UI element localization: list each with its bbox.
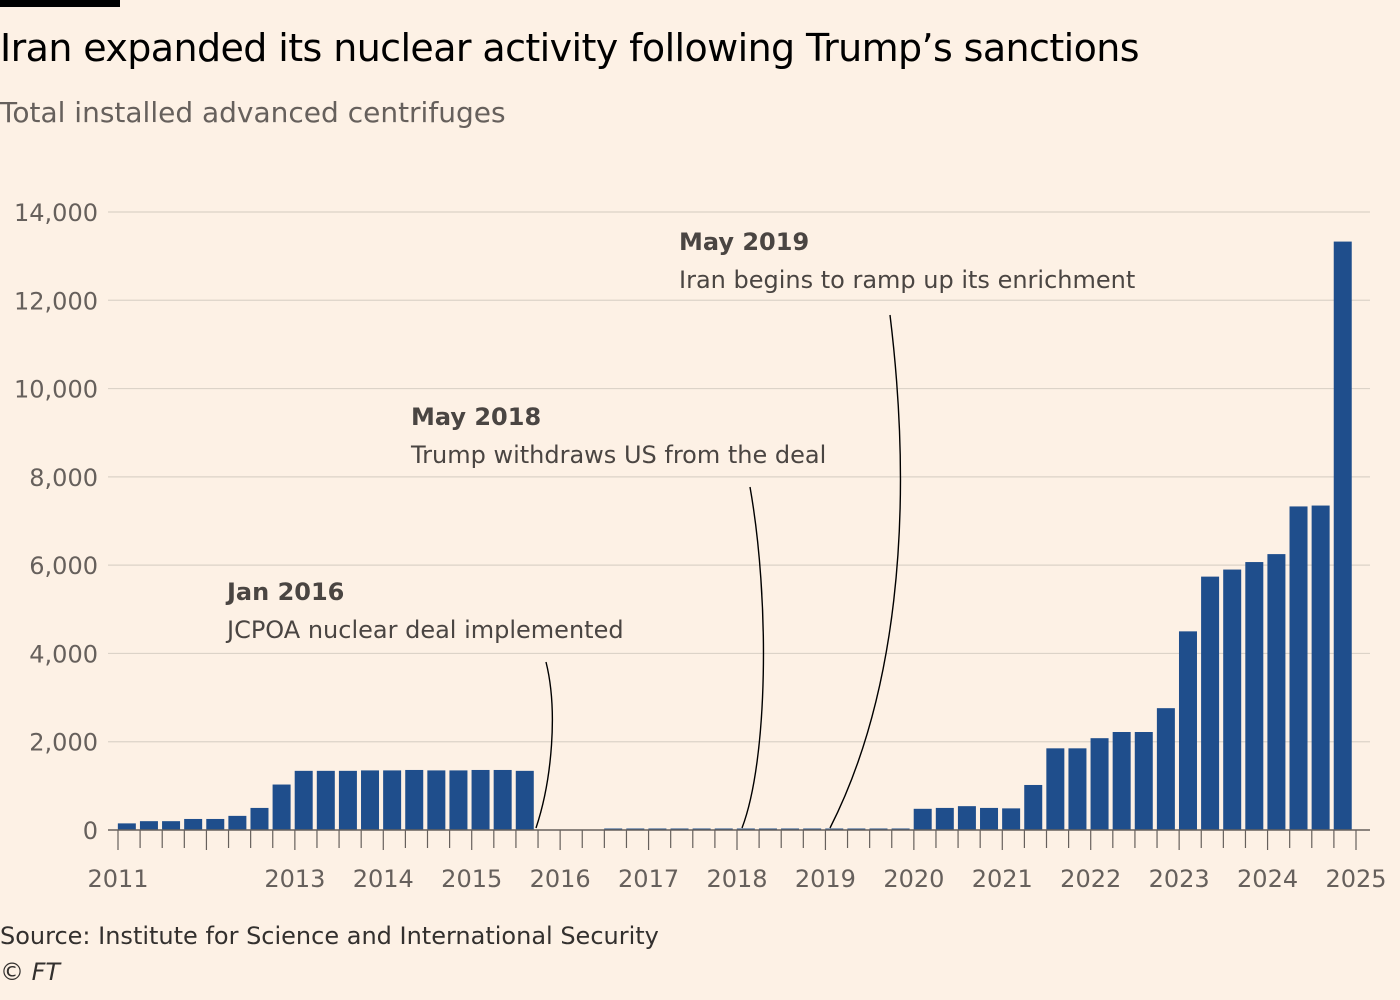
bar [228,815,247,830]
x-tick-label: 2023 [1149,865,1210,893]
bar [1112,732,1131,830]
annotation-leader-line [829,314,902,829]
x-tick-label: 2018 [706,865,767,893]
bar [1223,569,1242,830]
annotation-leader-line [741,486,765,829]
bar [383,770,402,830]
bar [184,818,203,830]
x-axis [108,829,1370,850]
bar [980,807,999,830]
y-tick-label: 2,000 [29,729,98,757]
y-axis-labels: 0 2,000 4,000 6,000 8,000 10,000 12,000 14,000 [14,199,98,845]
copyright-credit: © FT [0,958,61,986]
y-tick-label: 12,000 [14,287,98,315]
bar [449,770,468,830]
x-tick-label: 2013 [264,865,325,893]
bar [1156,708,1175,830]
y-tick-label: 10,000 [14,376,98,404]
y-tick-label: 0 [83,817,98,845]
bar [272,784,291,830]
bars [117,241,1352,831]
y-tick-label: 14,000 [14,199,98,227]
bar [913,808,932,830]
bar [117,823,136,830]
annotation-leader-line [535,661,554,829]
annotation-text: JCPOA nuclear deal implemented [225,616,624,644]
annotation-heading: Jan 2016 [225,578,344,606]
bar [162,821,181,830]
bar [316,770,335,830]
bar [1134,732,1153,830]
annotation-heading: May 2019 [679,228,809,256]
bar [1311,505,1330,830]
y-tick-label: 4,000 [29,640,98,668]
x-tick-label: 2017 [618,865,679,893]
bar [515,770,534,830]
bar [294,770,313,830]
bar [1024,784,1043,830]
x-tick-label: 2019 [795,865,856,893]
bar [1333,241,1352,831]
x-tick-label: 2014 [353,865,414,893]
bar [139,821,158,830]
bar [338,770,357,830]
x-tick-label: 2016 [530,865,591,893]
source-note: Source: Institute for Science and Intern… [0,922,659,950]
chart-subtitle: Total installed advanced centrifuges [0,96,506,129]
bar [427,770,446,830]
y-tick-label: 8,000 [29,464,98,492]
bar [1201,576,1220,830]
bar [1068,748,1087,830]
chart-title: Iran expanded its nuclear activity follo… [0,26,1140,70]
bar [250,807,269,830]
bar [1090,738,1109,830]
x-tick-label: 2015 [441,865,502,893]
bar [493,769,512,830]
x-tick-label: 2021 [972,865,1033,893]
annotations: Jan 2016 JCPOA nuclear deal implemented Ma… [225,228,1135,829]
bar [471,769,490,830]
x-tick-label: 2020 [883,865,944,893]
annotation-text: Trump withdraws US from the deal [410,441,826,469]
bar [1267,554,1286,830]
bar [957,806,976,830]
bar [405,769,424,830]
bar [935,807,954,830]
bar [1289,506,1308,830]
annotation-text: Iran begins to ramp up its enrichment [679,266,1135,294]
x-tick-label: 2022 [1060,865,1121,893]
x-tick-label: 2024 [1237,865,1298,893]
ft-top-bar [0,0,120,7]
bar [361,770,380,830]
annotation-heading: May 2018 [411,403,541,431]
bar [1178,631,1197,830]
x-axis-labels: 2011 2013 2014 2015 2016 2017 2018 2019 2020 2021… [87,865,1386,893]
x-tick-label: 2011 [87,865,148,893]
gridlines [108,211,1370,743]
x-tick-label: 2025 [1325,865,1386,893]
bar [1002,808,1021,830]
bar [206,818,225,830]
bar [1245,562,1264,830]
y-tick-label: 6,000 [29,552,98,580]
bar [1046,748,1065,830]
